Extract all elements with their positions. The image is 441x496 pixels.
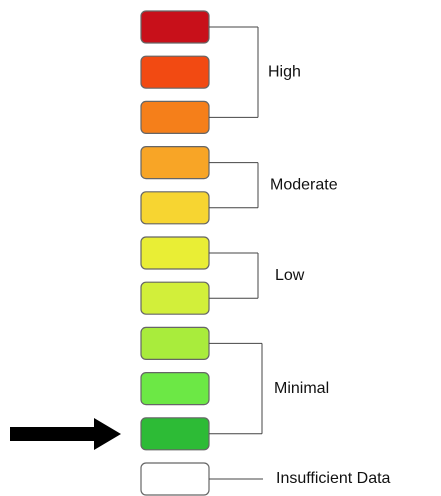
level-swatch (140, 236, 210, 270)
level-swatch (140, 146, 210, 180)
level-swatch (140, 281, 210, 315)
group-label: Insufficient Data (276, 470, 391, 487)
level-swatch (140, 326, 210, 360)
pointer-arrow (10, 418, 121, 450)
group-label: High (268, 63, 301, 80)
group-label: Low (275, 267, 305, 284)
group-label: Moderate (270, 176, 338, 193)
level-swatch (140, 462, 210, 496)
group-label: Minimal (274, 380, 329, 397)
level-swatch (140, 191, 210, 225)
level-swatch (140, 372, 210, 406)
level-swatch (140, 55, 210, 89)
level-swatch (140, 100, 210, 135)
level-swatch (140, 10, 210, 44)
level-swatch (140, 417, 210, 451)
